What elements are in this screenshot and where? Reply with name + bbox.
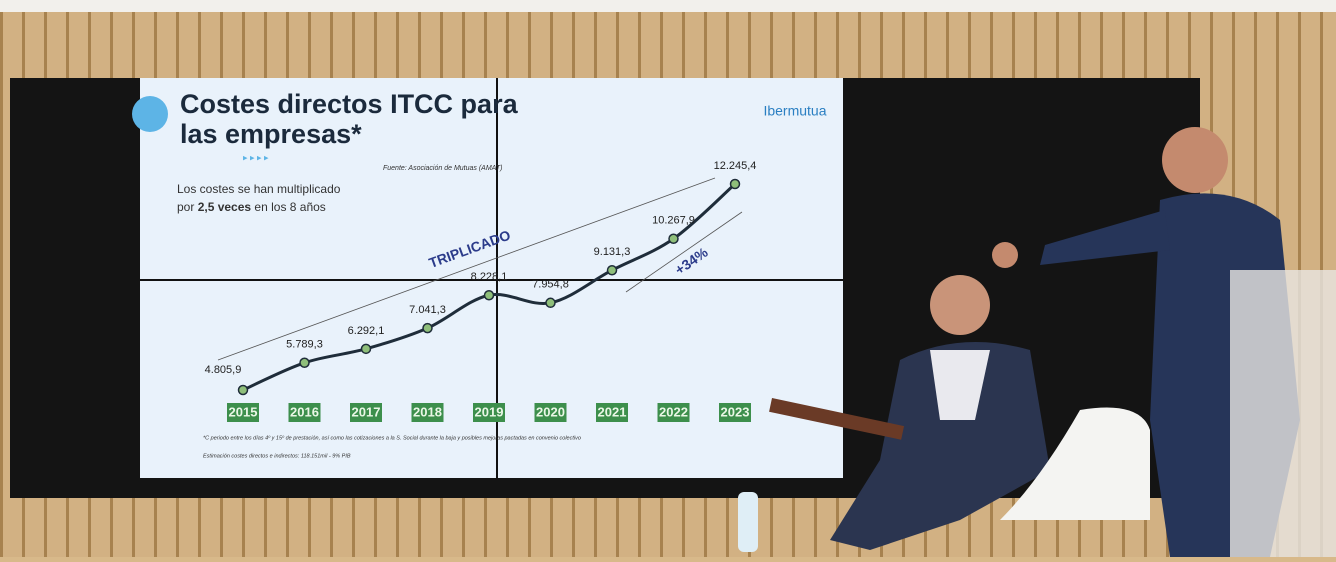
bottle [738, 492, 758, 552]
point [485, 291, 494, 300]
subtitle-bold: 2,5 veces [198, 200, 252, 214]
lectern [1230, 270, 1336, 557]
title-line: las empresas* [180, 119, 362, 149]
x-tick-label: 2015 [229, 404, 258, 419]
x-tick-label: 2020 [536, 404, 565, 419]
value-label: 8.228,1 [471, 271, 508, 283]
point [239, 386, 248, 395]
value-label: 7.041,3 [409, 304, 446, 316]
source: Fuente: Asociación de Mutuas (AMAT) [383, 165, 502, 172]
subtitle-text: en los 8 años [254, 200, 325, 214]
logo: Ibermutua [763, 103, 826, 119]
point [300, 358, 309, 367]
x-tick-label: 2021 [598, 404, 627, 419]
x-tick-label: 2018 [413, 404, 442, 419]
value-label: 6.292,1 [348, 325, 385, 337]
x-tick-label: 2017 [352, 404, 381, 419]
x-tick-label: 2023 [721, 404, 750, 419]
point [669, 234, 678, 243]
page: {"chart_data": {"type": "line", "title":… [0, 0, 1336, 557]
scene: Costes directos ITCC paralas empresas* I… [0, 0, 1336, 557]
subtitle-text: por [177, 200, 194, 214]
x-tick-label: 2022 [659, 404, 688, 419]
title-line: Costes directos ITCC para [180, 89, 519, 119]
arrows: ▸ ▸ ▸ ▸ [243, 152, 269, 162]
point [731, 180, 740, 189]
value-label: 4.805,9 [205, 364, 242, 376]
value-label: 7.954,8 [532, 279, 569, 291]
point [423, 324, 432, 333]
value-label: 5.789,3 [286, 339, 323, 351]
subtitle: por 2,5 veces en los 8 años [177, 200, 326, 214]
value-label: 9.131,3 [594, 246, 631, 258]
point [546, 298, 555, 307]
point [362, 344, 371, 353]
value-label: 10.267,9 [652, 215, 695, 227]
footnote: Estimación costes directos e indirectos:… [203, 453, 351, 459]
value-label: 12.245,4 [714, 160, 757, 172]
x-tick-label: 2019 [475, 404, 504, 419]
subtitle: Los costes se han multiplicado [177, 182, 341, 196]
footnote: *C periodo entre los días 4º y 15º de pr… [203, 434, 581, 441]
x-tick-label: 2016 [290, 404, 319, 419]
logo-dot [132, 96, 168, 132]
point [608, 266, 617, 275]
ceiling [0, 0, 1336, 12]
